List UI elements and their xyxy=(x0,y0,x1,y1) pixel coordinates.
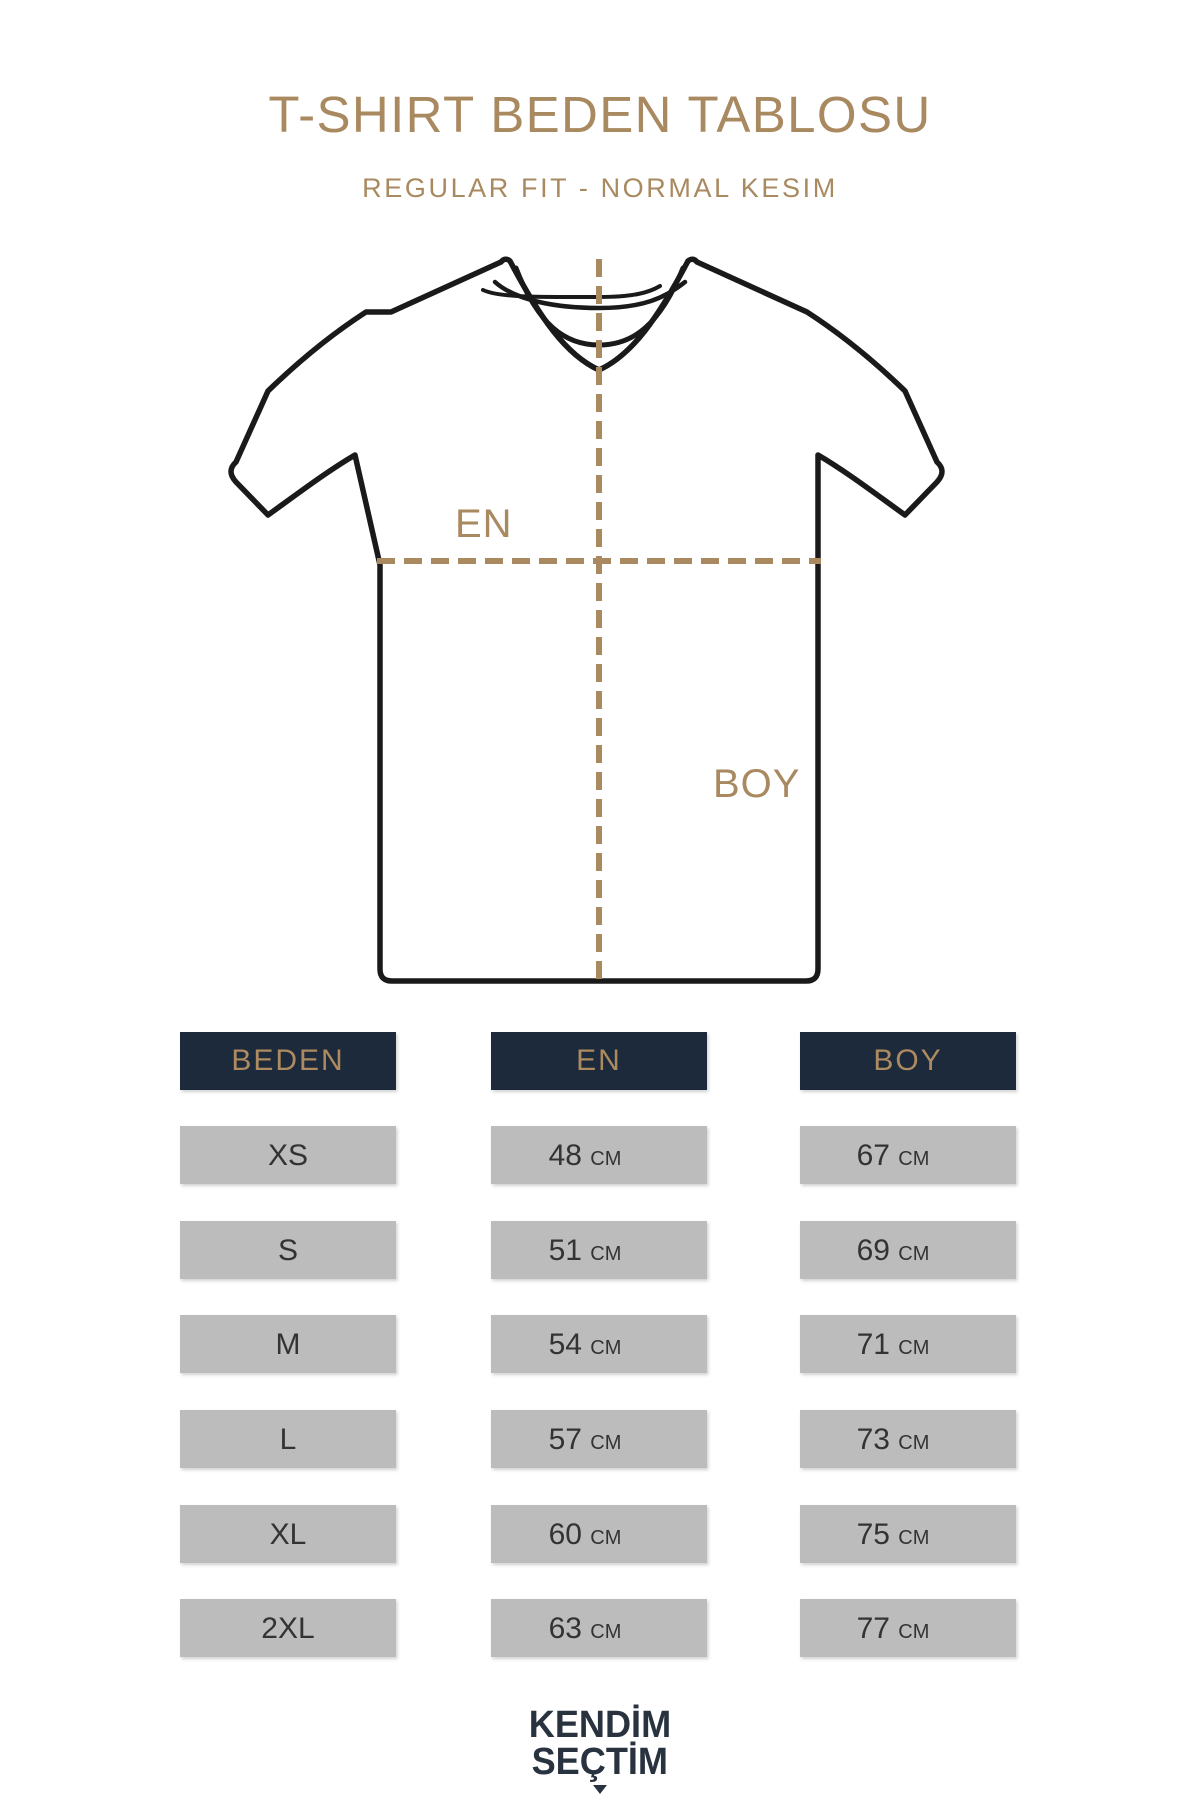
svg-text:M: M xyxy=(276,1328,301,1361)
svg-text:2XL: 2XL xyxy=(261,1612,314,1645)
svg-text:L: L xyxy=(280,1423,297,1456)
svg-text:XL: XL xyxy=(270,1518,307,1551)
svg-text:BOY: BOY xyxy=(873,1044,942,1077)
svg-text:XS: XS xyxy=(268,1139,308,1172)
svg-text:EN: EN xyxy=(576,1044,622,1077)
svg-text:S: S xyxy=(278,1234,298,1267)
svg-text:BEDEN: BEDEN xyxy=(231,1044,344,1077)
